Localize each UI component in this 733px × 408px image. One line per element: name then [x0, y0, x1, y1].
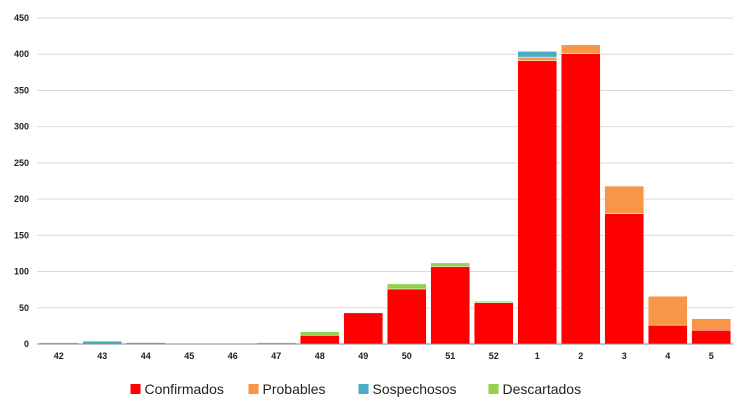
x-tick-label: 42 — [54, 351, 64, 361]
bar-confirmados-2 — [560, 53, 601, 345]
y-tick-label: 0 — [24, 339, 29, 349]
bar-confirmados-1 — [517, 60, 558, 345]
bar-descartados-51 — [430, 262, 471, 267]
bar-probables-4 — [647, 295, 688, 326]
legend-swatch-descartados — [488, 384, 499, 394]
x-axis-ticks: 42 43 44 45 46 47 48 49 50 51 52 1 2 3 4 5 — [54, 351, 714, 361]
y-tick-label: 300 — [14, 122, 29, 132]
y-tick-label: 250 — [14, 158, 29, 168]
bar-confirmados-49 — [343, 312, 384, 345]
bar-confirmados-3 — [604, 213, 645, 345]
y-axis-ticks: 0 50 100 150 200 250 300 350 400 450 — [14, 13, 29, 349]
x-tick-label: 1 — [535, 351, 540, 361]
legend-label-probables: Probables — [263, 381, 326, 397]
bar-confirmados-52 — [473, 302, 514, 345]
x-tick-label: 45 — [184, 351, 194, 361]
x-tick-label: 46 — [228, 351, 238, 361]
legend-label-descartados: Descartados — [503, 381, 582, 397]
bar-probables-1 — [517, 56, 558, 61]
legend-label-sospechosos: Sospechosos — [373, 381, 457, 397]
bar-descartados-50 — [386, 283, 427, 290]
x-tick-label: 5 — [709, 351, 714, 361]
bar-sospechosos-1 — [517, 51, 558, 58]
x-tick-label: 51 — [445, 351, 455, 361]
x-tick-label: 44 — [141, 351, 151, 361]
bar-confirmados-5 — [691, 329, 732, 345]
bar-confirmados-50 — [386, 288, 427, 345]
x-tick-label: 48 — [315, 351, 325, 361]
legend-swatch-sospechosos — [358, 384, 369, 394]
legend-swatch-confirmados — [130, 384, 141, 394]
bar-confirmados-4 — [647, 324, 688, 345]
y-tick-label: 200 — [14, 194, 29, 204]
x-tick-label: 4 — [665, 351, 670, 361]
legend-label-confirmados: Confirmados — [145, 381, 224, 397]
legend: Confirmados Probables Sospechosos Descartad… — [130, 381, 582, 397]
y-tick-label: 350 — [14, 85, 29, 95]
bar-descartados-52 — [473, 301, 514, 303]
y-tick-label: 450 — [14, 13, 29, 23]
y-tick-label: 100 — [14, 267, 29, 277]
x-tick-label: 3 — [622, 351, 627, 361]
gridlines — [37, 17, 733, 309]
x-tick-label: 2 — [578, 351, 583, 361]
y-tick-label: 400 — [14, 49, 29, 59]
y-tick-label: 50 — [19, 303, 29, 313]
x-tick-label: 50 — [402, 351, 412, 361]
bar-confirmados-51 — [430, 266, 471, 345]
bar-probables-3 — [604, 185, 645, 214]
bar-confirmados-48 — [299, 335, 340, 345]
bar-probables-2 — [560, 44, 601, 54]
bars — [38, 44, 732, 345]
x-tick-label: 49 — [358, 351, 368, 361]
bar-descartados-48 — [299, 331, 340, 336]
y-tick-label: 150 — [14, 230, 29, 240]
x-tick-label: 43 — [97, 351, 107, 361]
legend-swatch-probables — [248, 384, 259, 394]
bar-probables-5 — [691, 318, 732, 331]
x-tick-label: 47 — [271, 351, 281, 361]
x-tick-label: 52 — [489, 351, 499, 361]
